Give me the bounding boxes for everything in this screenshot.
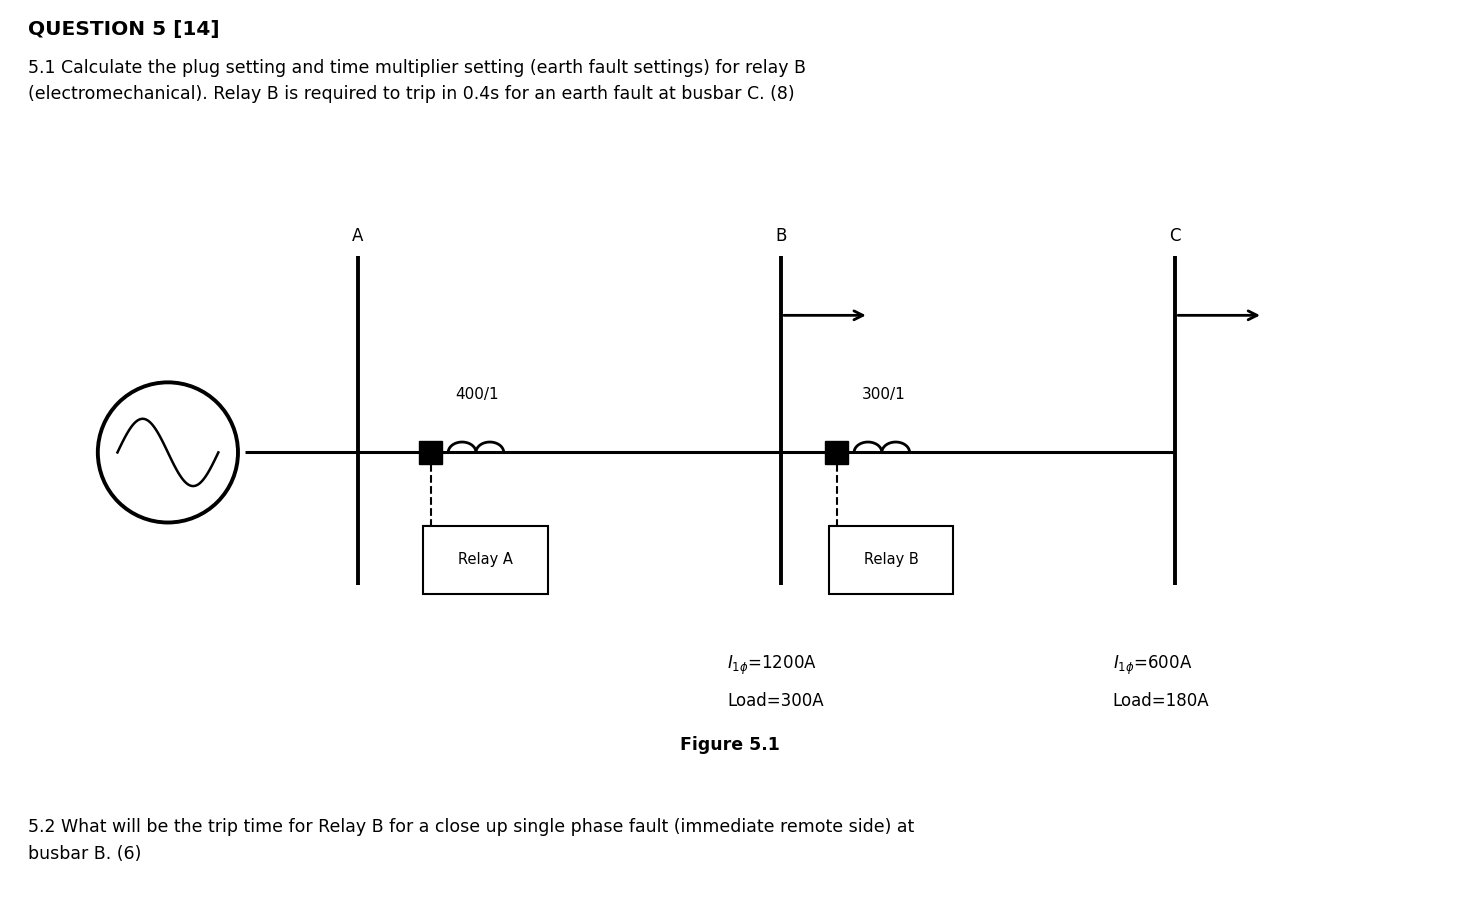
Bar: [423, 526, 548, 594]
Text: $I_{1\phi}$=600A: $I_{1\phi}$=600A: [1113, 654, 1191, 676]
Text: B: B: [775, 227, 787, 245]
Text: A: A: [352, 227, 364, 245]
Text: Load=300A: Load=300A: [727, 692, 823, 710]
Text: 300/1: 300/1: [861, 388, 905, 402]
Text: Relay A: Relay A: [458, 552, 512, 568]
Text: QUESTION 5 [14]: QUESTION 5 [14]: [28, 20, 219, 39]
Text: Relay B: Relay B: [864, 552, 918, 568]
Text: $I_{1\phi}$=1200A: $I_{1\phi}$=1200A: [727, 654, 818, 676]
Text: Load=180A: Load=180A: [1113, 692, 1209, 710]
Bar: [419, 441, 442, 464]
Bar: [829, 526, 953, 594]
Text: Figure 5.1: Figure 5.1: [680, 736, 780, 754]
Text: 400/1: 400/1: [456, 388, 499, 402]
Text: 5.1 Calculate the plug setting and time multiplier setting (earth fault settings: 5.1 Calculate the plug setting and time …: [28, 59, 806, 103]
Text: 5.2 What will be the trip time for Relay B for a close up single phase fault (im: 5.2 What will be the trip time for Relay…: [28, 818, 914, 863]
Text: C: C: [1169, 227, 1181, 245]
Bar: [825, 441, 848, 464]
